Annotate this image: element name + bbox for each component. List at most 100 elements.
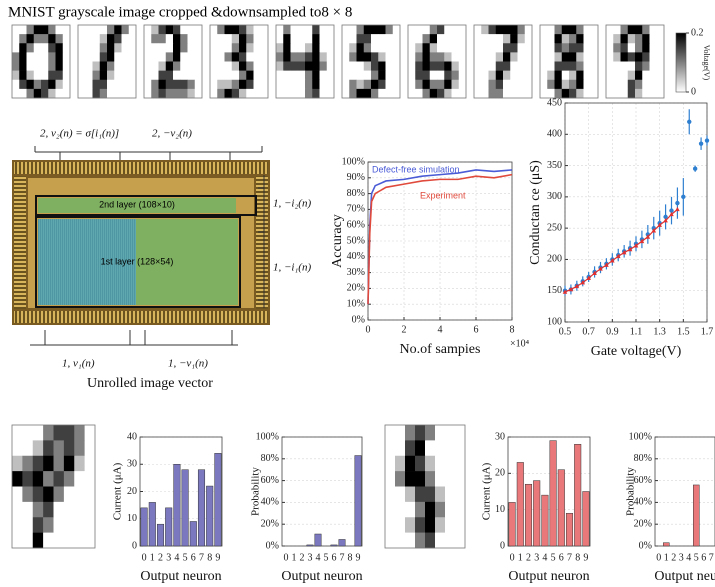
pixel — [27, 89, 35, 98]
pixel — [510, 71, 518, 80]
pixel — [312, 89, 320, 98]
y-tick-label: 40 — [127, 431, 137, 442]
pixel — [650, 25, 658, 34]
y-tick-label: 450 — [547, 97, 562, 108]
pixel — [151, 52, 159, 61]
chip-caption: Unrolled image vector — [87, 376, 213, 391]
pixel — [423, 71, 431, 80]
pixel — [621, 52, 629, 61]
pixel — [606, 52, 614, 61]
pixel — [496, 25, 504, 34]
x-tick-label: 7 — [567, 552, 572, 563]
pixel — [642, 34, 650, 43]
bar — [566, 513, 573, 546]
pixel — [327, 71, 335, 80]
pixel — [64, 425, 75, 441]
y-tick-label: 200 — [547, 254, 562, 265]
pixel — [166, 71, 174, 80]
pixel — [569, 43, 577, 52]
pixel — [657, 52, 665, 61]
pixel — [510, 25, 518, 34]
pixel — [43, 502, 54, 518]
pixel — [188, 62, 196, 71]
y-tick-label: 40% — [347, 251, 365, 262]
pixel — [74, 502, 85, 518]
y-tick-label: 20% — [347, 283, 365, 294]
pixel — [584, 52, 592, 61]
y-tick-label: 0 — [132, 540, 137, 551]
pixel — [63, 43, 71, 52]
pixel — [613, 34, 621, 43]
pixel — [64, 456, 75, 472]
pixel — [423, 43, 431, 52]
pixel — [93, 71, 101, 80]
pixel — [613, 25, 621, 34]
pins-top — [14, 162, 268, 174]
pixel — [510, 43, 518, 52]
pixel — [144, 80, 152, 89]
pixel — [445, 440, 455, 456]
y-tick-label: 30% — [347, 267, 365, 278]
pixel — [254, 71, 262, 80]
y-axis-label: Current (μA) — [481, 462, 493, 520]
pixel — [423, 89, 431, 98]
pixel — [144, 43, 152, 52]
pixel — [425, 471, 435, 487]
pixel — [19, 62, 27, 71]
x-tick-label: 1.1 — [630, 326, 643, 337]
pixel — [415, 471, 425, 487]
pixel — [576, 62, 584, 71]
pixel — [405, 425, 415, 441]
pixel — [642, 89, 650, 98]
pixel — [320, 52, 328, 61]
pixel — [43, 471, 54, 487]
pixel — [606, 71, 614, 80]
pixel — [481, 62, 489, 71]
pixel — [657, 43, 665, 52]
pixel — [85, 71, 93, 80]
pixel — [246, 80, 254, 89]
pixel — [349, 52, 357, 61]
pixel — [188, 25, 196, 34]
page: 2nd layer (108×10) 1st layer (128×54) 2,… — [0, 0, 715, 587]
pixel — [180, 62, 188, 71]
pixel — [210, 34, 218, 43]
x-tick-label: 6 — [332, 552, 337, 563]
y-tick-label: 0% — [352, 314, 365, 325]
pixel — [232, 34, 240, 43]
pixel — [78, 80, 86, 89]
x-tick-label: 0.5 — [559, 326, 572, 337]
pixel — [43, 487, 54, 503]
pixel — [217, 71, 225, 80]
pixel — [254, 80, 262, 89]
pixel — [642, 52, 650, 61]
pixel — [425, 456, 435, 472]
pixel — [371, 71, 379, 80]
pixel — [635, 62, 643, 71]
pixel — [342, 43, 350, 52]
pixel — [144, 52, 152, 61]
pixel — [510, 89, 518, 98]
pixel — [159, 71, 167, 80]
pixel — [510, 80, 518, 89]
bar — [198, 470, 205, 546]
pixel — [78, 43, 86, 52]
x-tick-label: 8 — [510, 324, 515, 335]
pixel — [445, 502, 455, 518]
pixel — [34, 89, 42, 98]
pixel — [283, 89, 291, 98]
pixel — [195, 71, 203, 80]
pixel — [650, 89, 658, 98]
pixel — [425, 517, 435, 533]
pixel — [64, 502, 75, 518]
bar — [206, 486, 213, 546]
pixel — [85, 89, 93, 98]
pixel — [452, 43, 460, 52]
pixel — [180, 25, 188, 34]
pixel — [555, 43, 563, 52]
pixel — [385, 487, 395, 503]
pixel — [445, 487, 455, 503]
pixel — [395, 533, 405, 549]
pixel — [93, 43, 101, 52]
y-tick-label: 30 — [495, 431, 505, 442]
